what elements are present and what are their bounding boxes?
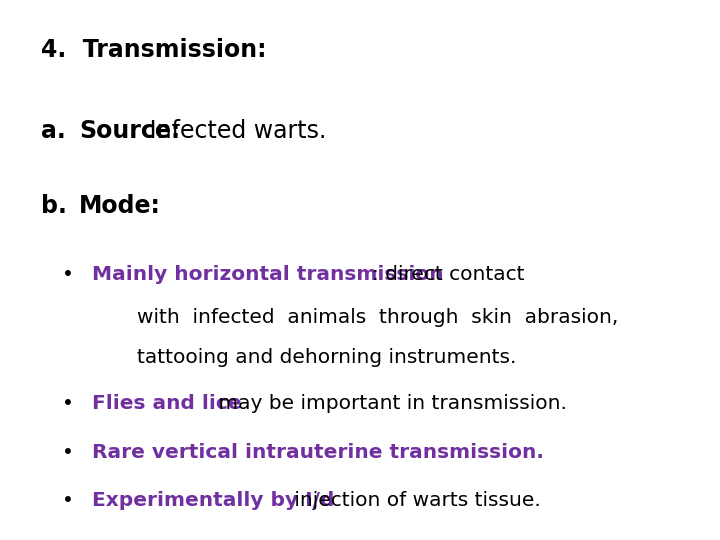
Text: Mode:: Mode: [78,194,161,218]
Text: 4.  Transmission:: 4. Transmission: [41,38,266,62]
Text: •: • [62,265,73,284]
Text: Flies and lice: Flies and lice [92,394,242,413]
Text: Infected warts.: Infected warts. [142,119,326,143]
Text: •: • [62,443,73,462]
Text: Source:: Source: [78,119,180,143]
Text: : direct contact: : direct contact [372,265,524,284]
Text: Mainly horizontal transmission: Mainly horizontal transmission [92,265,444,284]
Text: b.: b. [41,194,67,218]
Text: •: • [62,394,73,413]
Text: tattooing and dehorning instruments.: tattooing and dehorning instruments. [137,348,516,367]
Text: •: • [62,491,73,510]
Text: with  infected  animals  through  skin  abrasion,: with infected animals through skin abras… [137,308,618,327]
Text: Experimentally by I/d: Experimentally by I/d [92,491,335,510]
Text: injection of warts tissue.: injection of warts tissue. [288,491,541,510]
Text: a.: a. [41,119,66,143]
Text: may be important in transmission.: may be important in transmission. [212,394,567,413]
Text: Rare vertical intrauterine transmission.: Rare vertical intrauterine transmission. [92,443,544,462]
